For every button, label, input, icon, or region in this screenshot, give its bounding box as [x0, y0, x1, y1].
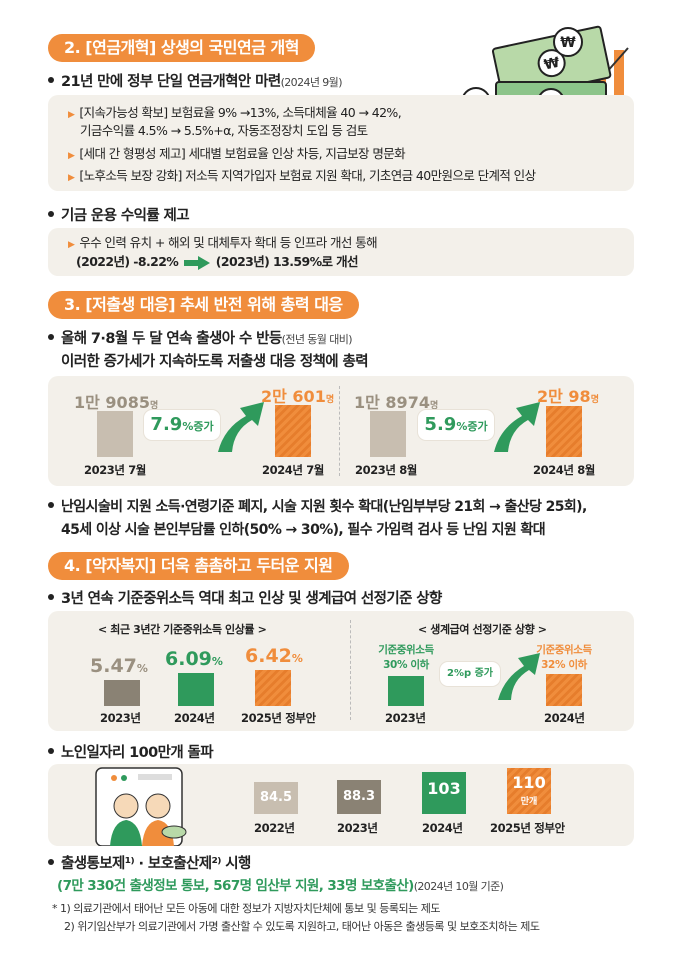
increase-arrow-icon — [218, 402, 264, 452]
birth-jul-2023-value: 1만 9085명 — [74, 393, 159, 412]
sec3-bullet2: 난임시술비 지원 소득·연령기준 폐지, 시술 지원 횟수 확대(난임부부당 2… — [48, 496, 587, 516]
sec3-bullet1: 올해 7·8월 두 달 연속 출생아 수 반등(전년 동월 대비) — [48, 327, 353, 348]
footnote-1: * 1) 의료기관에서 태어난 모든 아동에 대한 정보가 지방자치단체에 통보… — [52, 902, 440, 915]
pension-sub3: ▶ [노후소득 보장 강화] 저소득 지역가입자 보험료 지원 확대, 기초연금 … — [68, 168, 536, 183]
criteria-2024-bar — [546, 674, 582, 706]
sec2-bullet1-note: (2024년 9월) — [280, 76, 343, 89]
rate-2025-bar — [255, 670, 291, 706]
jobs-2023-bar: 88.3 — [337, 780, 381, 814]
section2-heading: 2. [연금개혁] 상생의 국민연금 개혁 — [48, 34, 315, 62]
rate-2024-value: 6.09% — [165, 648, 223, 670]
income-chart-divider — [350, 620, 351, 720]
jobs-x-2024: 2024년 — [422, 821, 463, 835]
sec4-bullet2: 노인일자리 100만개 돌파 — [48, 741, 214, 762]
criteria-x-2024: 2024년 — [544, 711, 585, 725]
birth-x-2024-08: 2024년 8월 — [533, 463, 595, 477]
section4-heading: 4. [약자복지] 더욱 촘촘하고 두터운 지원 — [48, 552, 349, 580]
footnote-2: 2) 위기임산부가 의료기관에서 가명 출산할 수 있도록 지원하고, 태어난 … — [64, 920, 540, 933]
birth-x-2023-07: 2023년 7월 — [84, 463, 146, 477]
rate-2023-bar — [104, 680, 140, 706]
income-chart-box — [48, 611, 634, 731]
birth-aug-2023-value: 1만 8974명 — [354, 393, 439, 412]
rate-x-2023: 2023년 — [100, 711, 141, 725]
rate-2023-value: 5.47% — [90, 655, 148, 677]
birth-aug-2024-bar — [546, 406, 582, 457]
arrow-right-icon — [184, 255, 210, 270]
fund-sub2: (2022년) -8.22% (2023년) 13.59%로 개선 — [76, 253, 359, 271]
birth-jul-2024-value: 2만 601명 — [261, 387, 335, 406]
birth-x-2024-07: 2024년 7월 — [262, 463, 324, 477]
sec4-bullet1: 3년 연속 기준중위소득 역대 최고 인상 및 생계급여 선정기준 상향 — [48, 587, 442, 608]
birth-x-2023-08: 2023년 8월 — [355, 463, 417, 477]
elderly-workers-illustration — [95, 767, 187, 846]
jobs-x-2022: 2022년 — [254, 821, 295, 835]
sec2-bullet1: 21년 만에 정부 단일 연금개혁안 마련(2024년 9월) — [48, 70, 342, 91]
fund-sub1: ▶ 우수 인력 유치 + 해외 및 대체투자 확대 등 인프라 개선 통해 — [68, 235, 378, 250]
jobs-2025-bar: 110 만개 — [507, 768, 551, 814]
sec2-bullet1-text: 21년 만에 정부 단일 연금개혁안 마련 — [61, 74, 281, 90]
svg-text:₩: ₩ — [543, 55, 562, 74]
criteria-after: 기준중위소득 32% 이하 — [536, 644, 592, 671]
birth-aug-2023-bar — [370, 411, 406, 457]
criteria-2023-bar — [388, 676, 424, 706]
birth-jul-2024-bar — [275, 405, 311, 457]
pension-sub1: ▶ [지속가능성 확보] 보험료율 9% →13%, 소득대체율 40 → 42%… — [68, 105, 402, 120]
birth-report-stats: (7만 330건 출생정보 통보, 567명 임산부 지원, 33명 보호출산)… — [57, 878, 504, 894]
income-right-title: < 생계급여 선정기준 상향 > — [418, 623, 547, 636]
rate-2024-bar — [178, 673, 214, 706]
increase-arrow-icon — [494, 402, 540, 452]
birth-jul-rate-bubble: 7.9%증가 — [144, 410, 220, 440]
pension-detail-box — [48, 95, 634, 191]
sec4-bullet3: 출생통보제¹⁾ · 보호출산제²⁾ 시행 — [48, 852, 251, 873]
jobs-2024-bar: 103 — [422, 772, 466, 814]
birth-jul-2023-bar — [97, 411, 133, 457]
rate-2025-value: 6.42% — [245, 645, 303, 667]
sec3-bullet1-line2: 이러한 증가세가 지속하도록 저출생 대응 정책에 총력 — [61, 354, 369, 370]
birth-aug-rate-bubble: 5.9%증가 — [418, 410, 494, 440]
svg-text:₩: ₩ — [560, 35, 576, 51]
sec2-bullet2: 기금 운용 수익률 제고 — [48, 204, 190, 225]
fund-2023: (2023년) 13.59%로 개선 — [215, 254, 359, 269]
rate-x-2025: 2025년 정부안 — [241, 711, 316, 725]
sec3-bullet2-line2: 45세 이상 시술 본인부담률 인하(50% → 30%), 필수 가임력 검사… — [61, 522, 546, 538]
criteria-change-bubble: 2%p 증가 — [440, 662, 500, 686]
rate-x-2024: 2024년 — [174, 711, 215, 725]
section3-heading: 3. [저출생 대응] 추세 반전 위해 총력 대응 — [48, 291, 359, 319]
income-left-title: < 최근 3년간 기준중위소득 인상률 > — [98, 623, 267, 636]
criteria-x-2023: 2023년 — [385, 711, 426, 725]
fund-box — [48, 228, 634, 276]
increase-arrow-icon — [498, 653, 540, 700]
birth-aug-2024-value: 2만 98명 — [537, 387, 599, 406]
pension-sub1b: 기금수익률 4.5% → 5.5%+α, 자동조정장치 도입 등 검토 — [80, 123, 368, 138]
jobs-x-2025: 2025년 정부안 — [490, 821, 565, 835]
birth-chart-divider — [339, 386, 340, 476]
jobs-2022-bar: 84.5 — [254, 782, 298, 814]
criteria-before: 기준중위소득 30% 이하 — [378, 644, 434, 671]
pension-sub2: ▶ [세대 간 형평성 제고] 세대별 보험료율 인상 차등, 지급보장 명문화 — [68, 146, 406, 161]
fund-2022: (2022년) -8.22% — [76, 254, 179, 269]
jobs-x-2023: 2023년 — [337, 821, 378, 835]
